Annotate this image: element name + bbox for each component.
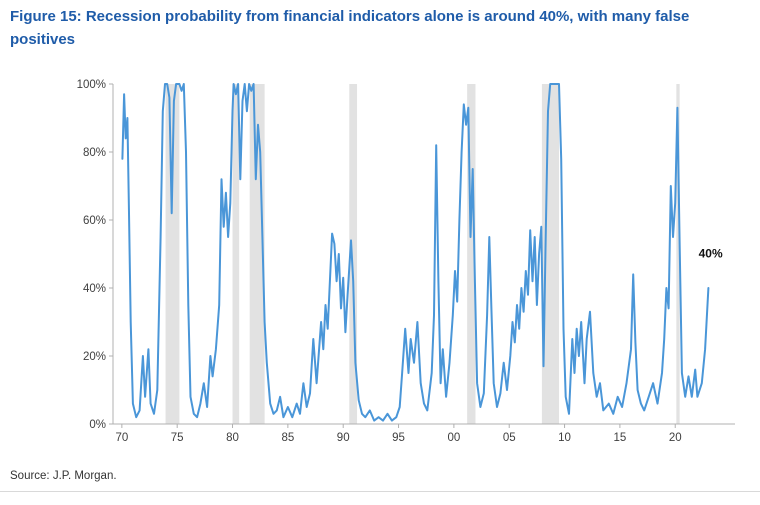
x-tick-label: 95 — [392, 432, 405, 444]
figure-title: Figure 15: Recession probability from fi… — [10, 8, 690, 48]
x-tick-label: 10 — [558, 432, 571, 444]
bottom-divider — [0, 491, 760, 492]
x-tick-label: 15 — [613, 432, 626, 444]
y-tick-label: 0% — [89, 419, 106, 431]
x-tick-label: 70 — [115, 432, 128, 444]
y-tick-label: 20% — [83, 351, 106, 363]
recession-band — [232, 84, 240, 424]
recession-band — [165, 84, 180, 424]
y-tick-label: 100% — [77, 79, 106, 91]
x-tick-label: 00 — [447, 432, 460, 444]
recession-band — [676, 84, 680, 424]
y-tick-label: 40% — [83, 283, 106, 295]
x-tick-label: 80 — [226, 432, 239, 444]
x-tick-label: 90 — [337, 432, 350, 444]
end-value-annotation: 40% — [699, 246, 723, 260]
recession-band — [349, 84, 358, 424]
x-tick-label: 20 — [669, 432, 682, 444]
x-tick-label: 85 — [281, 432, 294, 444]
y-tick-label: 80% — [83, 147, 106, 159]
source-note: Source: J.P. Morgan. — [10, 470, 117, 482]
y-tick-label: 60% — [83, 215, 106, 227]
probability-line — [121, 83, 710, 422]
x-tick-label: 75 — [171, 432, 184, 444]
recession-probability-chart: 0% 20% 40% 60% 80% 100% 70 75 80 85 90 95 00 05 10 15 20… — [77, 79, 735, 444]
recession-band — [467, 84, 476, 424]
x-tick-label: 05 — [503, 432, 516, 444]
